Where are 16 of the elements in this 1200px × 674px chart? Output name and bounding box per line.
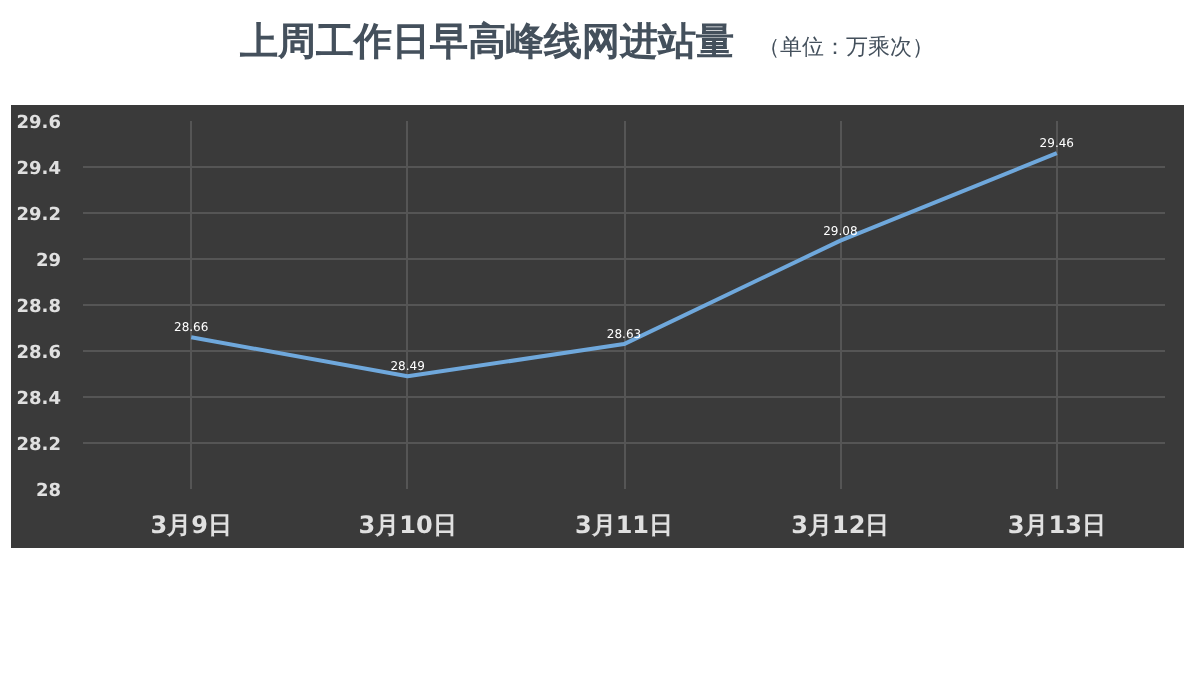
chart-title: 上周工作日早高峰线网进站量 [240,20,734,64]
x-tick-label: 3月10日 [358,511,457,539]
y-tick-label: 29.4 [16,160,62,180]
y-tick-label: 28.8 [16,298,62,318]
x-tick-label: 3月13日 [1007,511,1106,539]
y-tick-label: 28.4 [16,390,62,410]
y-tick-label: 28 [35,482,62,502]
x-tick-label: 3月11日 [574,511,674,539]
x-tick-label: 3月9日 [150,511,232,539]
y-tick-label: 28.2 [16,436,62,456]
y-tick-label: 28.6 [16,344,62,364]
chart-subtitle: （单位：万乘次） [758,34,934,60]
x-tick-label: 3月12日 [791,511,890,539]
y-tick-label: 29.2 [16,206,62,226]
y-tick-label: 29 [35,252,62,272]
y-tick-label: 29.6 [16,114,62,134]
